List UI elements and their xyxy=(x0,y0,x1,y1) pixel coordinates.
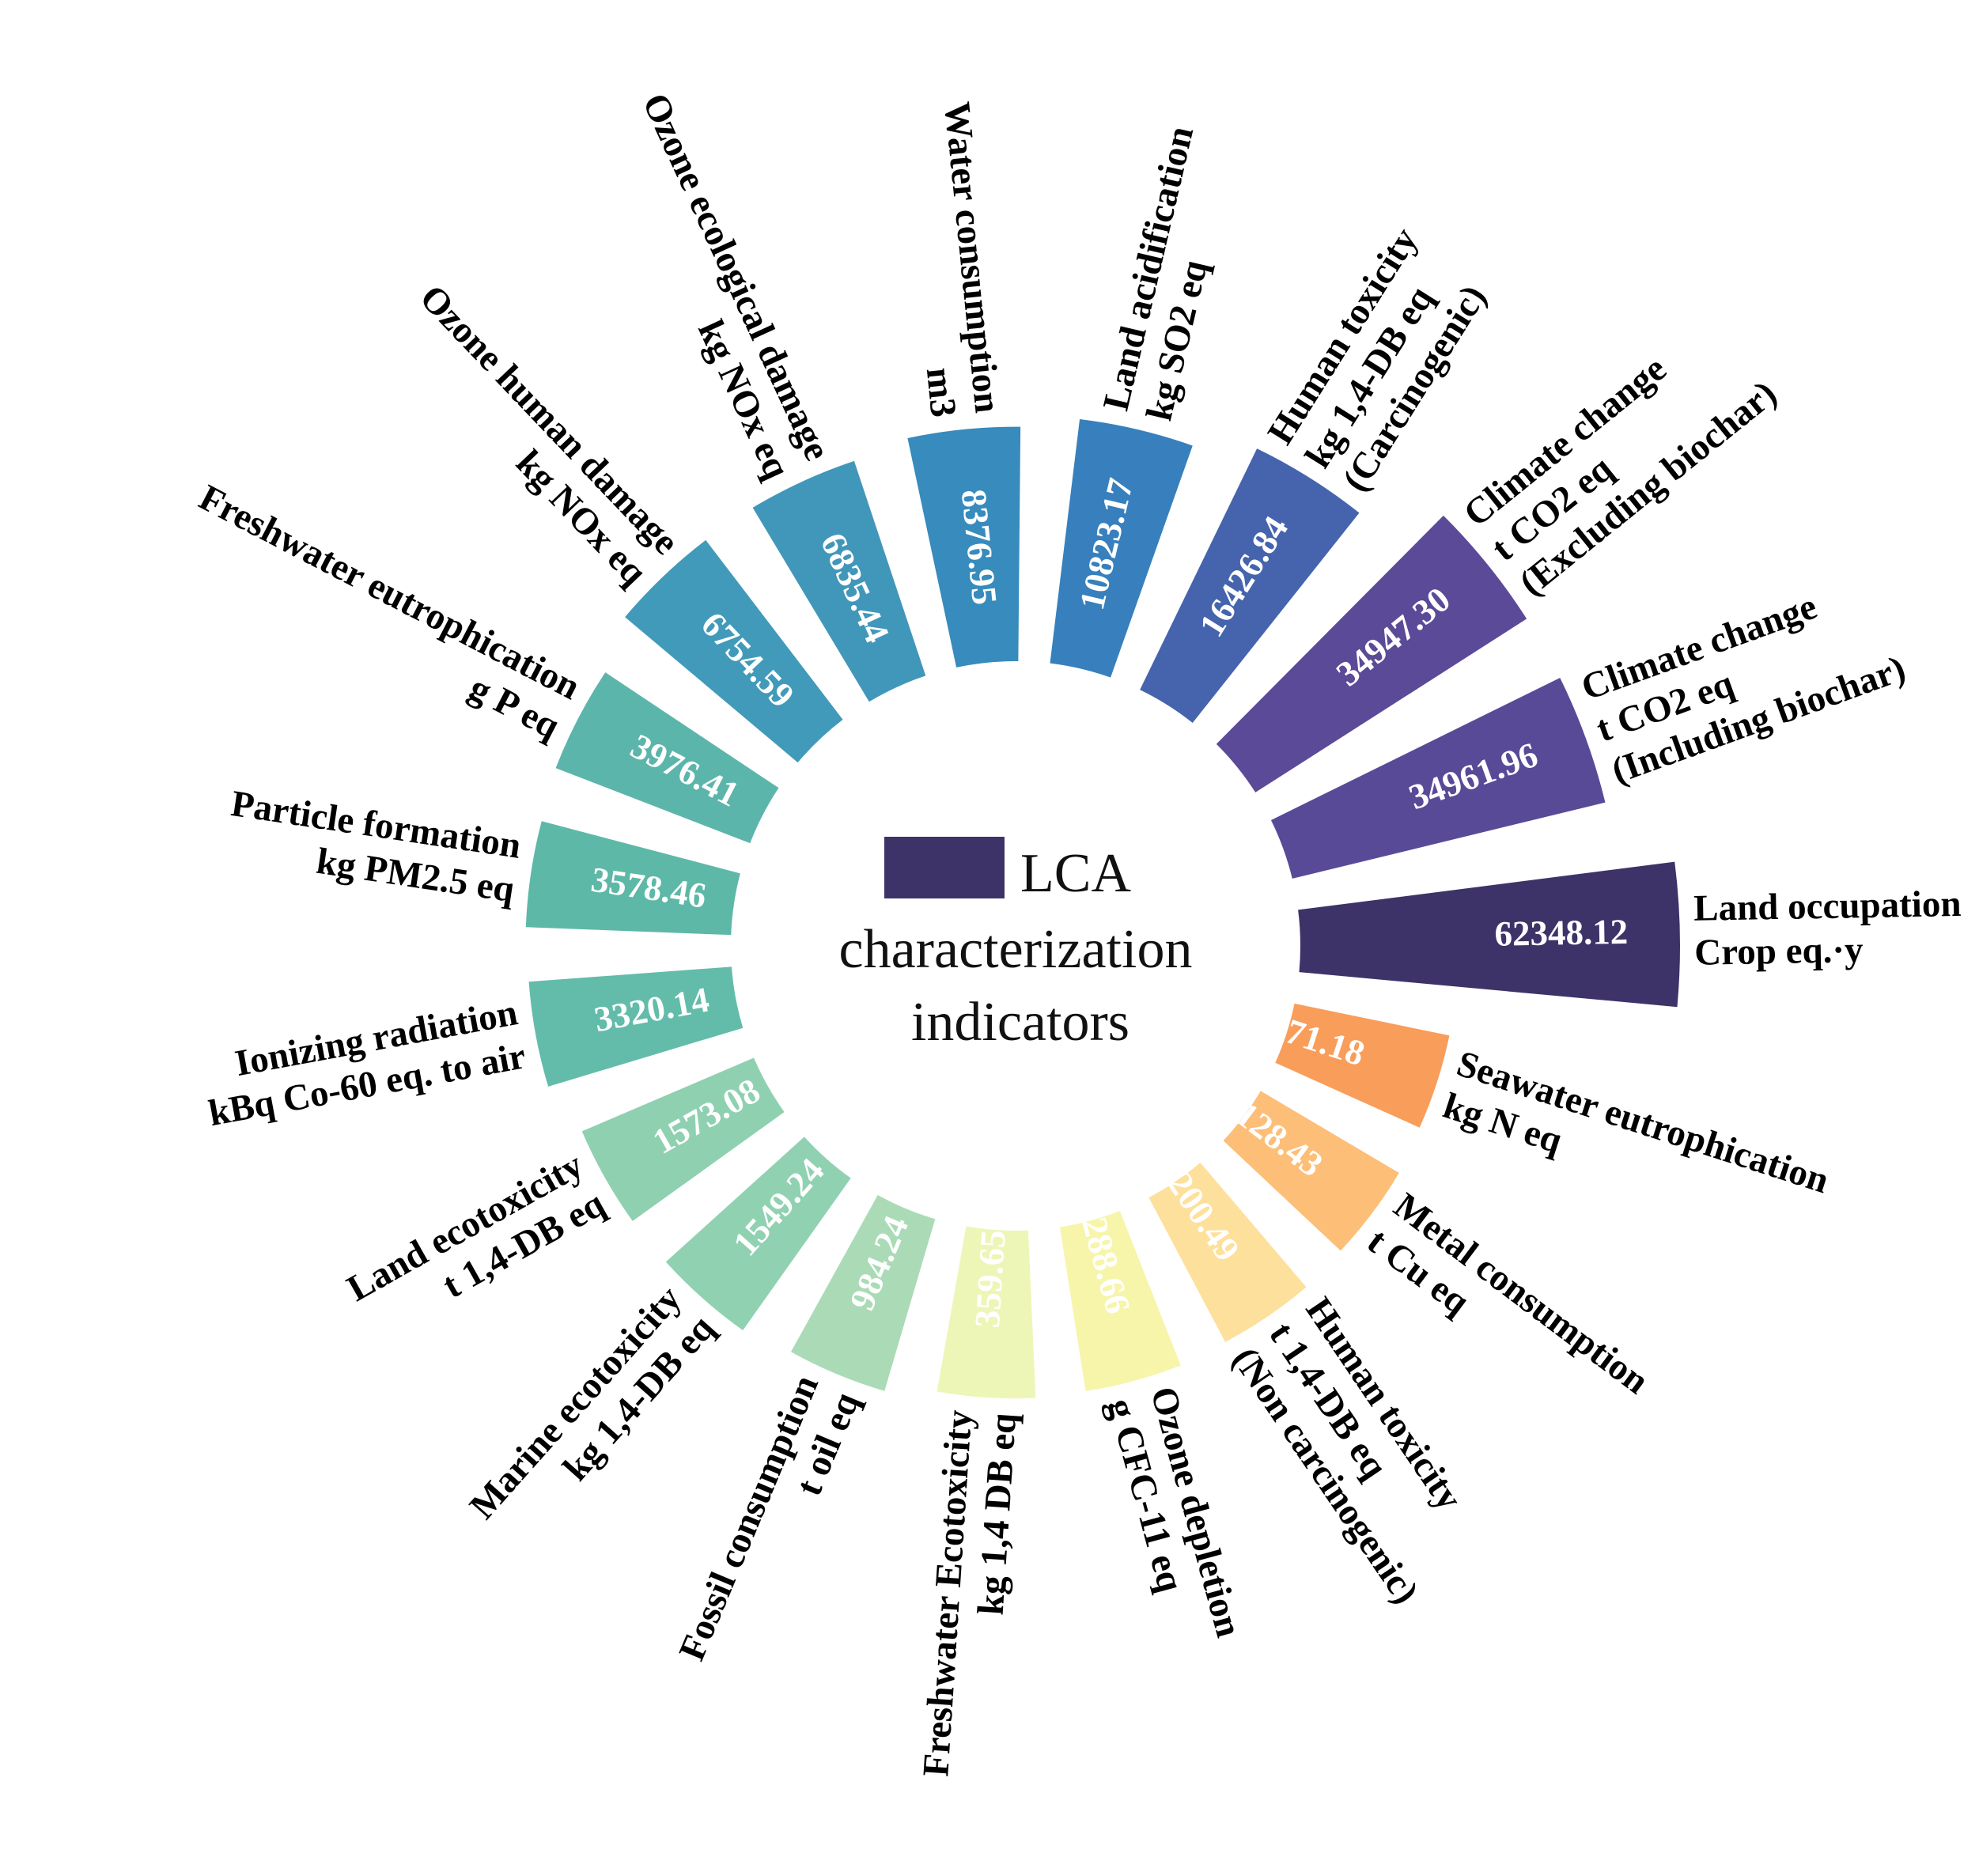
bar-1-land-occupation xyxy=(1298,861,1681,1008)
center-legend: LCA characterization indicators xyxy=(839,837,1193,1053)
bar-8-ozone-human-damage xyxy=(625,539,843,763)
category-label-1-line-2: Crop eq.·y xyxy=(1694,929,1864,974)
bar-17-human-toxicity xyxy=(1148,1163,1307,1342)
bar-4-human-toxicity xyxy=(1140,448,1360,723)
bar-7-ozone-ecological-damage xyxy=(752,460,926,702)
category-label-6-line-2: m3 xyxy=(918,365,964,419)
bar-3-climate-change xyxy=(1216,515,1527,792)
category-label-15-line-2: kg 1,4 DB eq xyxy=(971,1412,1025,1617)
bar-11-ionizing-radiation xyxy=(528,966,744,1087)
bar-16-ozone-depletion xyxy=(1059,1210,1181,1392)
value-label-1: 62348.12 xyxy=(1494,912,1629,954)
bar-18-metal-consumption xyxy=(1223,1091,1399,1251)
chart-bars xyxy=(525,418,1681,1399)
bar-10-particle-formation xyxy=(525,821,740,936)
category-label-1-line-1: Land occupation xyxy=(1693,883,1962,929)
bar-5-land-acidification xyxy=(1050,418,1193,678)
bar-13-marine-ecotoxicity xyxy=(665,1137,851,1330)
category-label-9-line-1: Freshwater eutrophication xyxy=(193,477,587,708)
bar-12-land-ecotoxicity xyxy=(581,1057,785,1221)
category-label-14-line-1: Fossil consumption xyxy=(672,1369,827,1666)
value-label-15: 359.65 xyxy=(967,1229,1013,1329)
category-label-8-line-1: Ozone human damage xyxy=(412,277,687,562)
bar-19-seawater-eutrophication xyxy=(1275,1003,1450,1128)
bar-15-freshwater-ecotoxicity xyxy=(937,1226,1036,1399)
legend-text-line-2: characterization xyxy=(839,919,1193,980)
category-label-15-line-1: Freshwater Ecotoxicity xyxy=(915,1409,980,1778)
legend-text-line-3: indicators xyxy=(911,992,1130,1053)
bar-6-water-consumption xyxy=(907,426,1021,668)
legend-swatch xyxy=(884,837,1005,898)
bar-9-freshwater-eutrophication xyxy=(555,672,779,844)
bar-14-fossil-consumption xyxy=(790,1194,936,1391)
legend-text-line-1: LCA xyxy=(1020,843,1131,904)
bar-2-climate-change xyxy=(1270,678,1606,879)
